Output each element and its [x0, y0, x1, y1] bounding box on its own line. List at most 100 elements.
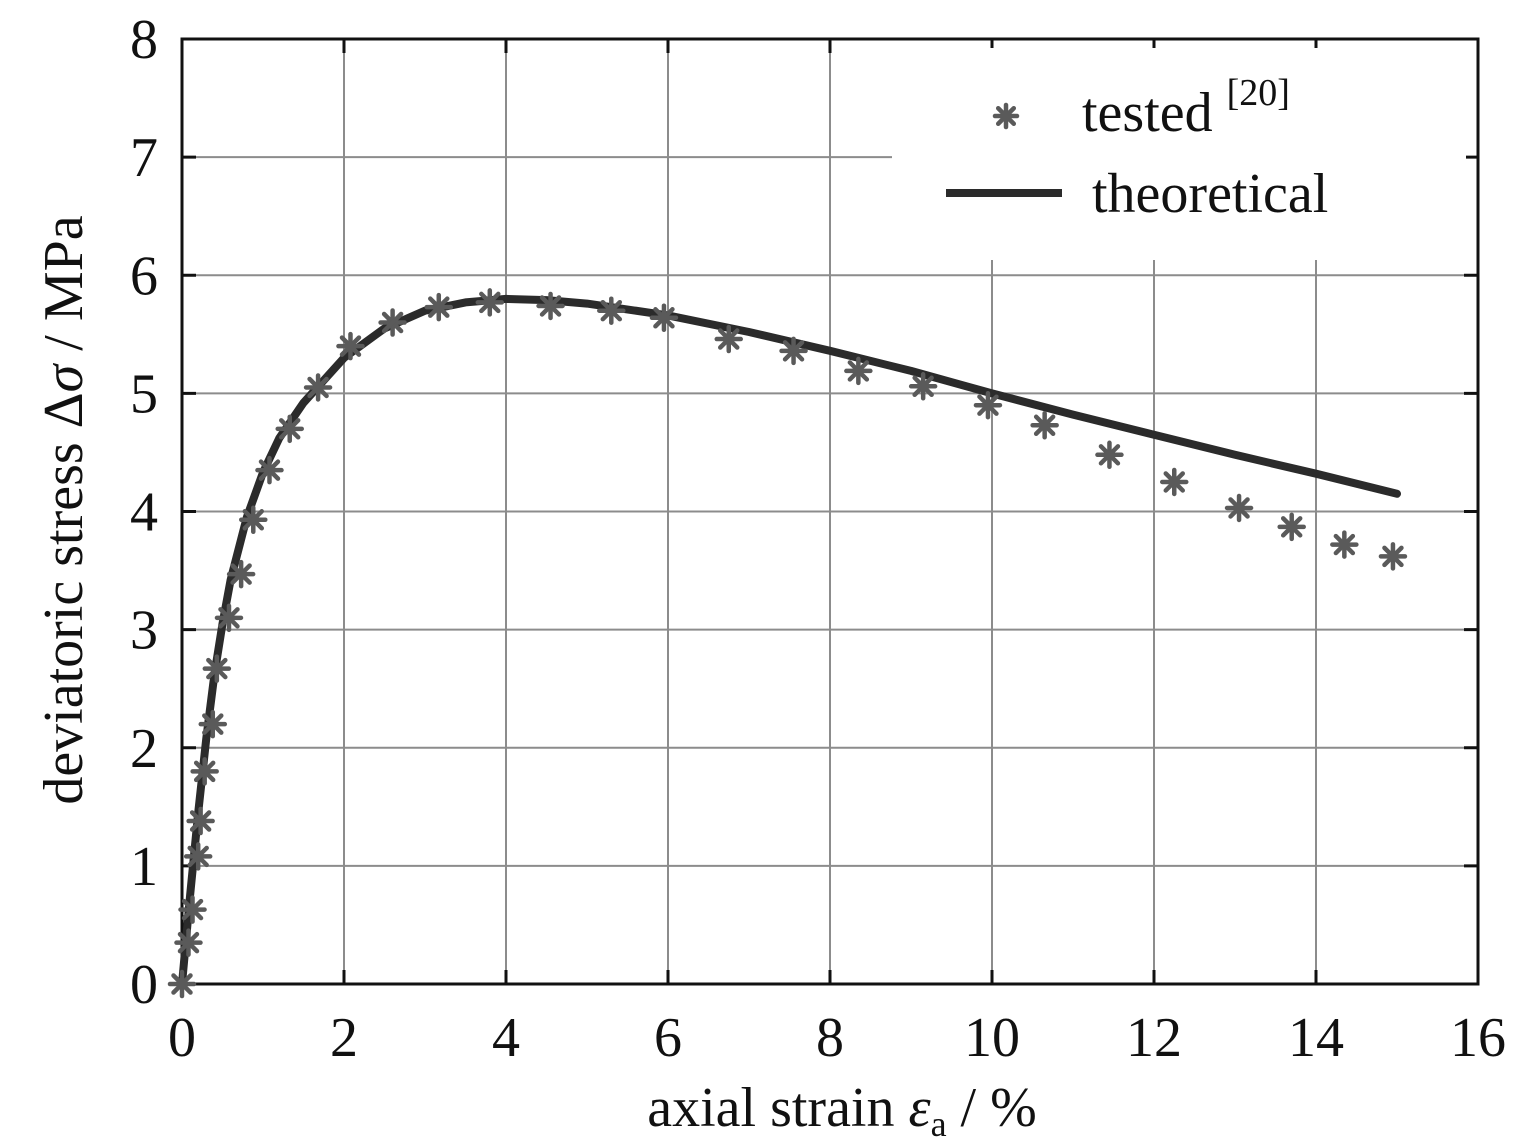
y-tick-label: 2 — [130, 718, 158, 780]
asterisk-stroke — [189, 810, 212, 832]
tested-data-point — [190, 757, 219, 786]
x-axis-title-subscript: a — [931, 1104, 947, 1140]
asterisk-stroke — [206, 657, 228, 680]
theoretical-series — [178, 294, 1401, 988]
asterisk-stroke — [181, 898, 204, 921]
x-tick-label: 16 — [1450, 1007, 1506, 1069]
legend-label-tested: tested [20] — [1082, 72, 1290, 144]
x-tick-label: 8 — [816, 1007, 844, 1069]
legend-asterisk — [992, 102, 1020, 130]
x-axis-title-prefix: axial strain — [647, 1077, 908, 1139]
tested-data-point — [186, 806, 215, 836]
tested-data-point — [779, 336, 808, 366]
tested-data-point — [714, 324, 743, 354]
tested-data-point — [597, 296, 626, 325]
tested-data-point — [1160, 467, 1189, 497]
tested-data-point — [1030, 411, 1059, 440]
tested-series — [167, 288, 1408, 999]
legend: tested [20] theoretical — [946, 72, 1328, 225]
asterisk-stroke — [202, 713, 224, 735]
asterisk-stroke — [1163, 471, 1185, 493]
tested-data-point — [424, 292, 454, 322]
asterisk-stroke — [600, 299, 623, 322]
y-tick-label: 1 — [130, 836, 158, 898]
asterisk-stroke — [339, 335, 362, 357]
asterisk-stroke — [479, 291, 501, 314]
x-tick-label: 0 — [168, 1007, 196, 1069]
x-tick-label: 10 — [964, 1007, 1020, 1069]
y-axis-title-suffix: / MPa — [33, 215, 95, 364]
tested-data-point — [226, 559, 256, 589]
legend-asterisk-marker — [992, 102, 1020, 130]
tested-data-point — [167, 969, 197, 999]
axis-ticks — [180, 37, 1480, 986]
legend-label-theoretical: theoretical — [1092, 163, 1328, 225]
y-tick-label: 6 — [130, 245, 158, 307]
y-axis-title: deviatoric stress Δσ / MPa — [33, 215, 95, 804]
asterisk-stroke — [539, 295, 562, 317]
y-tick-label: 0 — [130, 954, 158, 1016]
asterisk-stroke — [171, 973, 193, 995]
asterisk-stroke — [977, 394, 999, 416]
asterisk-stroke — [278, 418, 301, 440]
asterisk-stroke — [187, 845, 209, 868]
asterisk-stroke — [995, 105, 1017, 127]
tested-data-point — [198, 709, 228, 739]
asterisk-stroke — [428, 296, 450, 318]
y-tick-label: 7 — [130, 127, 158, 189]
asterisk-stroke — [242, 509, 265, 531]
tested-data-point — [649, 303, 679, 333]
tested-data-point — [1095, 440, 1124, 470]
y-tick-labels: 0 1 2 3 4 5 6 7 8 — [130, 9, 158, 1016]
x-tick-label: 12 — [1126, 1007, 1182, 1069]
asterisk-stroke — [847, 360, 870, 382]
tested-data-point — [973, 390, 1003, 420]
y-tick-label: 8 — [130, 9, 158, 71]
tested-data-point — [1277, 512, 1306, 542]
x-tick-label: 2 — [330, 1007, 358, 1069]
tested-data-point — [336, 331, 365, 361]
asterisk-stroke — [718, 328, 740, 350]
tested-data-point — [178, 895, 207, 924]
y-axis-title-delta: Δ — [33, 392, 95, 428]
y-axis-title-prefix: deviatoric stress — [33, 428, 95, 804]
legend-label-tested-text: tested — [1082, 82, 1227, 144]
asterisk-stroke — [1382, 545, 1404, 568]
y-tick-label: 5 — [130, 363, 158, 425]
asterisk-stroke — [177, 931, 200, 954]
asterisk-stroke — [1098, 444, 1121, 466]
tested-data-point — [214, 603, 244, 633]
tested-data-point — [1224, 493, 1254, 523]
x-axis-title: axial strain εa / % — [647, 1077, 1037, 1140]
tested-data-point — [202, 654, 232, 683]
asterisk-stroke — [1333, 533, 1356, 556]
legend-label-tested-citation: [20] — [1227, 72, 1290, 114]
asterisk-stroke — [653, 307, 675, 329]
asterisk-stroke — [1228, 497, 1250, 519]
tested-data-point — [1330, 530, 1359, 559]
tested-data-point — [378, 308, 407, 337]
asterisk-stroke — [1033, 414, 1056, 437]
asterisk-stroke — [230, 563, 252, 585]
y-tick-label: 3 — [130, 600, 158, 662]
tested-data-point — [303, 373, 333, 402]
asterisk-stroke — [381, 311, 404, 334]
x-tick-label: 14 — [1288, 1007, 1344, 1069]
x-axis-title-suffix: / % — [947, 1077, 1037, 1139]
theoretical-line — [178, 294, 1401, 988]
x-axis-title-symbol: ε — [908, 1077, 931, 1139]
asterisk-stroke — [912, 375, 934, 398]
asterisk-stroke — [218, 607, 240, 629]
tested-data-point — [275, 414, 304, 444]
tested-data-point — [908, 372, 938, 401]
tested-data-point — [174, 928, 203, 957]
legend-box — [892, 48, 1466, 260]
asterisk-stroke — [1280, 516, 1303, 538]
tested-data-point — [183, 842, 213, 871]
x-tick-labels: 0 2 4 6 8 10 12 14 16 — [168, 1007, 1506, 1069]
asterisk-stroke — [307, 376, 329, 399]
x-tick-label: 6 — [654, 1007, 682, 1069]
x-tick-label: 4 — [492, 1007, 520, 1069]
tested-data-point — [255, 455, 284, 485]
